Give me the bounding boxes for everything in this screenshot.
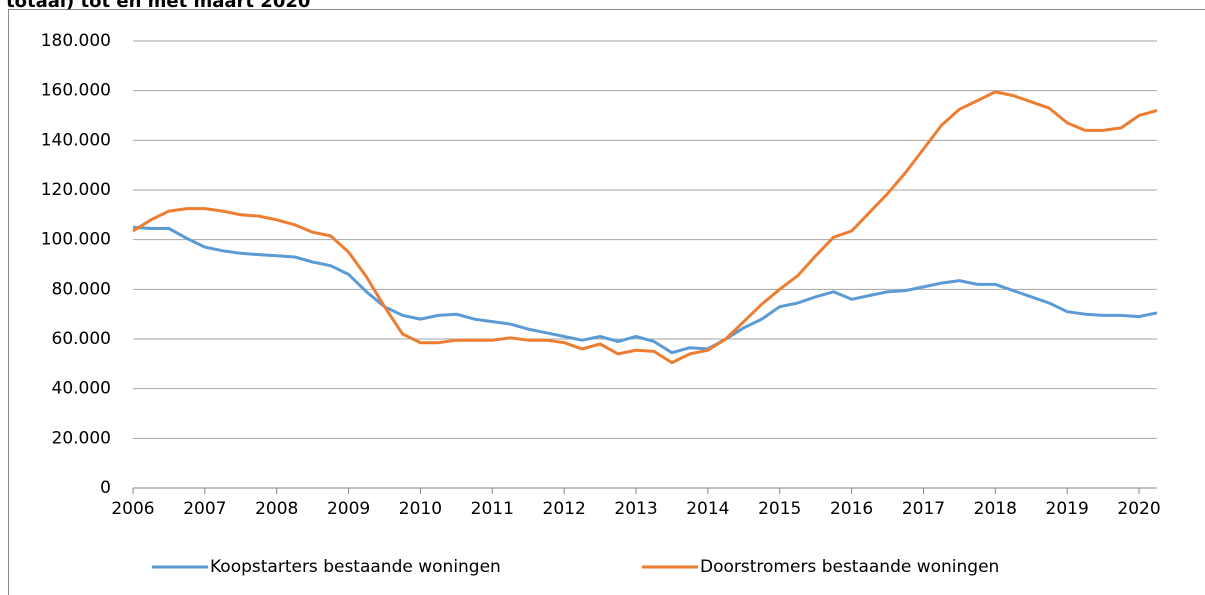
x-tick-label: 2019 [1046, 499, 1089, 519]
x-tick-label: 2007 [183, 499, 226, 519]
x-tick-label: 2015 [758, 499, 801, 519]
x-tick-label: 2014 [686, 499, 729, 519]
x-tick-label: 2020 [1117, 499, 1160, 519]
legend-label: Koopstarters bestaande woningen [210, 557, 501, 577]
y-tick-label: 20.000 [52, 428, 111, 448]
x-tick-label: 2013 [614, 499, 657, 519]
x-tick-label: 2006 [111, 499, 154, 519]
y-tick-label: 140.000 [41, 130, 111, 150]
y-tick-label: 80.000 [52, 279, 111, 299]
x-tick-label: 2018 [974, 499, 1017, 519]
x-tick-label: 2012 [543, 499, 586, 519]
y-tick-label: 120.000 [41, 180, 111, 200]
chart-title: totaal) tot en met maart 2020 [6, 0, 310, 12]
y-tick-label: 0 [100, 478, 111, 498]
y-tick-label: 40.000 [52, 379, 111, 399]
y-tick-label: 100.000 [41, 230, 111, 250]
legend-label: Doorstromers bestaande woningen [700, 557, 999, 577]
x-tick-label: 2009 [327, 499, 370, 519]
x-tick-label: 2017 [902, 499, 945, 519]
x-tick-label: 2010 [399, 499, 442, 519]
x-tick-label: 2011 [471, 499, 514, 519]
y-tick-label: 60.000 [52, 329, 111, 349]
x-tick-label: 2008 [255, 499, 298, 519]
series-line [132, 90, 1158, 365]
chart-border [8, 9, 1205, 595]
y-tick-label: 180.000 [41, 31, 111, 51]
x-tick-label: 2016 [830, 499, 873, 519]
series-line [132, 225, 1158, 355]
y-tick-label: 160.000 [41, 81, 111, 101]
